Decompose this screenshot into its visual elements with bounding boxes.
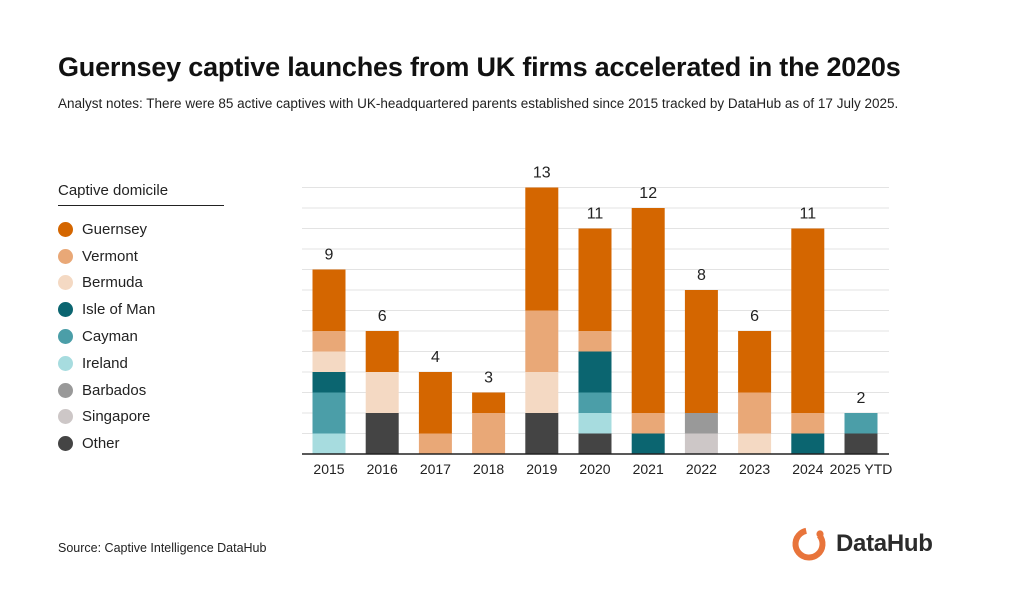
legend-label: Vermont [82,247,138,265]
legend-label: Guernsey [82,220,148,238]
total-label: 6 [750,308,759,325]
legend-label: Isle of Man [82,301,156,319]
total-label: 9 [325,247,334,264]
bar-segment [791,413,825,434]
legend-item: Guernsey [58,216,224,243]
bar-segment [418,433,452,454]
legend-item: Barbados [58,377,224,404]
legend-swatch [58,302,73,318]
bar-segment [738,433,772,454]
x-tick-label: 2024 [792,461,823,477]
total-label: 11 [587,206,604,223]
x-tick-label: 2020 [579,461,610,477]
legend-item: Cayman [58,323,224,350]
legend-item: Singapore [58,404,224,431]
bar-segment [312,351,346,372]
bar-segment [525,372,559,413]
total-label: 8 [697,267,706,284]
bar-segment [631,208,665,413]
legend-swatch [58,436,73,452]
legend-swatch [58,382,73,398]
bar-segment [312,433,346,454]
bar-segment [684,433,718,454]
x-tick-label: 2023 [739,461,770,477]
total-label: 13 [533,165,551,182]
x-tick-label: 2019 [526,461,557,477]
bar-segment [365,372,399,413]
bar-segment [578,351,612,393]
chart-subtitle: Analyst notes: There were 85 active capt… [58,96,899,111]
bar-segment [525,187,559,311]
x-tick-label: 2016 [367,461,398,477]
bar-segment [791,433,825,454]
bar-segment [844,413,878,434]
bar-segment [472,392,506,413]
bar-segment [578,413,612,434]
logo-text: DataHub [836,530,933,557]
x-tick-label: 2021 [633,461,664,477]
bar-segment [631,433,665,454]
chart-title: Guernsey captive launches from UK firms … [58,52,901,82]
legend-label: Bermuda [82,274,143,292]
legend-swatch [58,355,73,371]
bar-segment [312,331,346,352]
bar-segment [312,269,346,331]
x-tick-label: 2025 YTD [830,461,893,477]
x-tick-label: 2022 [686,461,717,477]
total-label: 6 [378,308,387,325]
bar-segment [631,413,665,434]
total-label: 4 [431,349,440,366]
datahub-logo-icon [792,527,826,561]
bar-segment [578,228,612,331]
bar-segment [578,331,612,352]
legend-label: Other [82,435,120,453]
x-tick-label: 2017 [420,461,451,477]
legend-swatch [58,409,73,425]
legend-swatch [58,248,73,264]
legend-label: Singapore [82,408,151,426]
legend-label: Barbados [82,381,147,399]
legend-title: Captive domicile [58,182,224,206]
legend-swatch [58,275,73,291]
legend-label: Cayman [82,328,138,346]
total-label: 2 [857,390,866,407]
legend-swatch [58,221,73,237]
total-label: 3 [484,370,493,387]
bar-segment [684,290,718,413]
bar-segment [738,331,772,393]
bar-segment [472,413,506,454]
datahub-logo: DataHub [790,525,933,563]
bar-segment [684,413,718,434]
bar-segment [525,413,559,454]
bar-segment [312,372,346,393]
bar-segment [578,392,612,413]
x-tick-label: 2015 [313,461,344,477]
bar-segment [844,433,878,454]
legend-item: Other [58,430,224,457]
source-note: Source: Captive Intelligence DataHub [58,541,267,555]
legend-label: Ireland [82,354,128,372]
bar-segment [578,433,612,454]
legend-swatch [58,329,73,345]
bar-segment [312,392,346,434]
legend-item: Isle of Man [58,296,224,323]
x-tick-label: 2018 [473,461,504,477]
legend-item: Vermont [58,243,224,270]
legend: Captive domicile Guernsey Vermont Bermuda I… [58,182,224,457]
bar-segment [365,331,399,372]
legend-items: Guernsey Vermont Bermuda Isle of Man Cayman I… [58,216,224,457]
bar-segment [525,310,559,372]
total-label: 11 [799,206,816,223]
legend-item: Ireland [58,350,224,377]
bar-segment [791,228,825,413]
bar-segment [738,392,772,434]
bar-segment [365,413,399,454]
total-label: 12 [639,185,657,202]
legend-item: Bermuda [58,270,224,297]
bar-segment [418,372,452,434]
